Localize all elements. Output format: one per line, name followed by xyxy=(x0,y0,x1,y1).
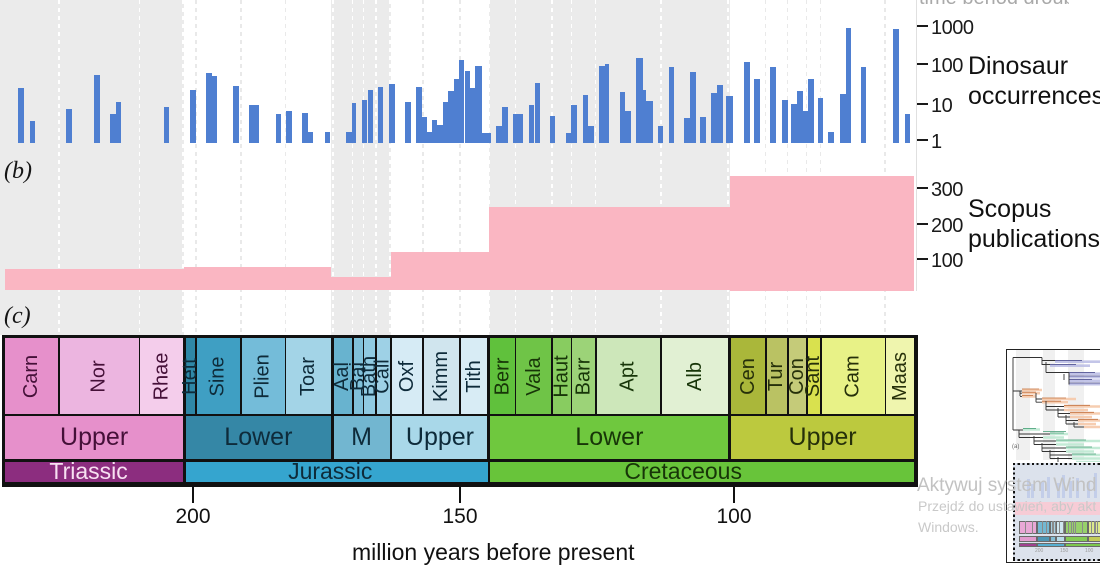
svg-text:(a): (a) xyxy=(1012,444,1019,450)
